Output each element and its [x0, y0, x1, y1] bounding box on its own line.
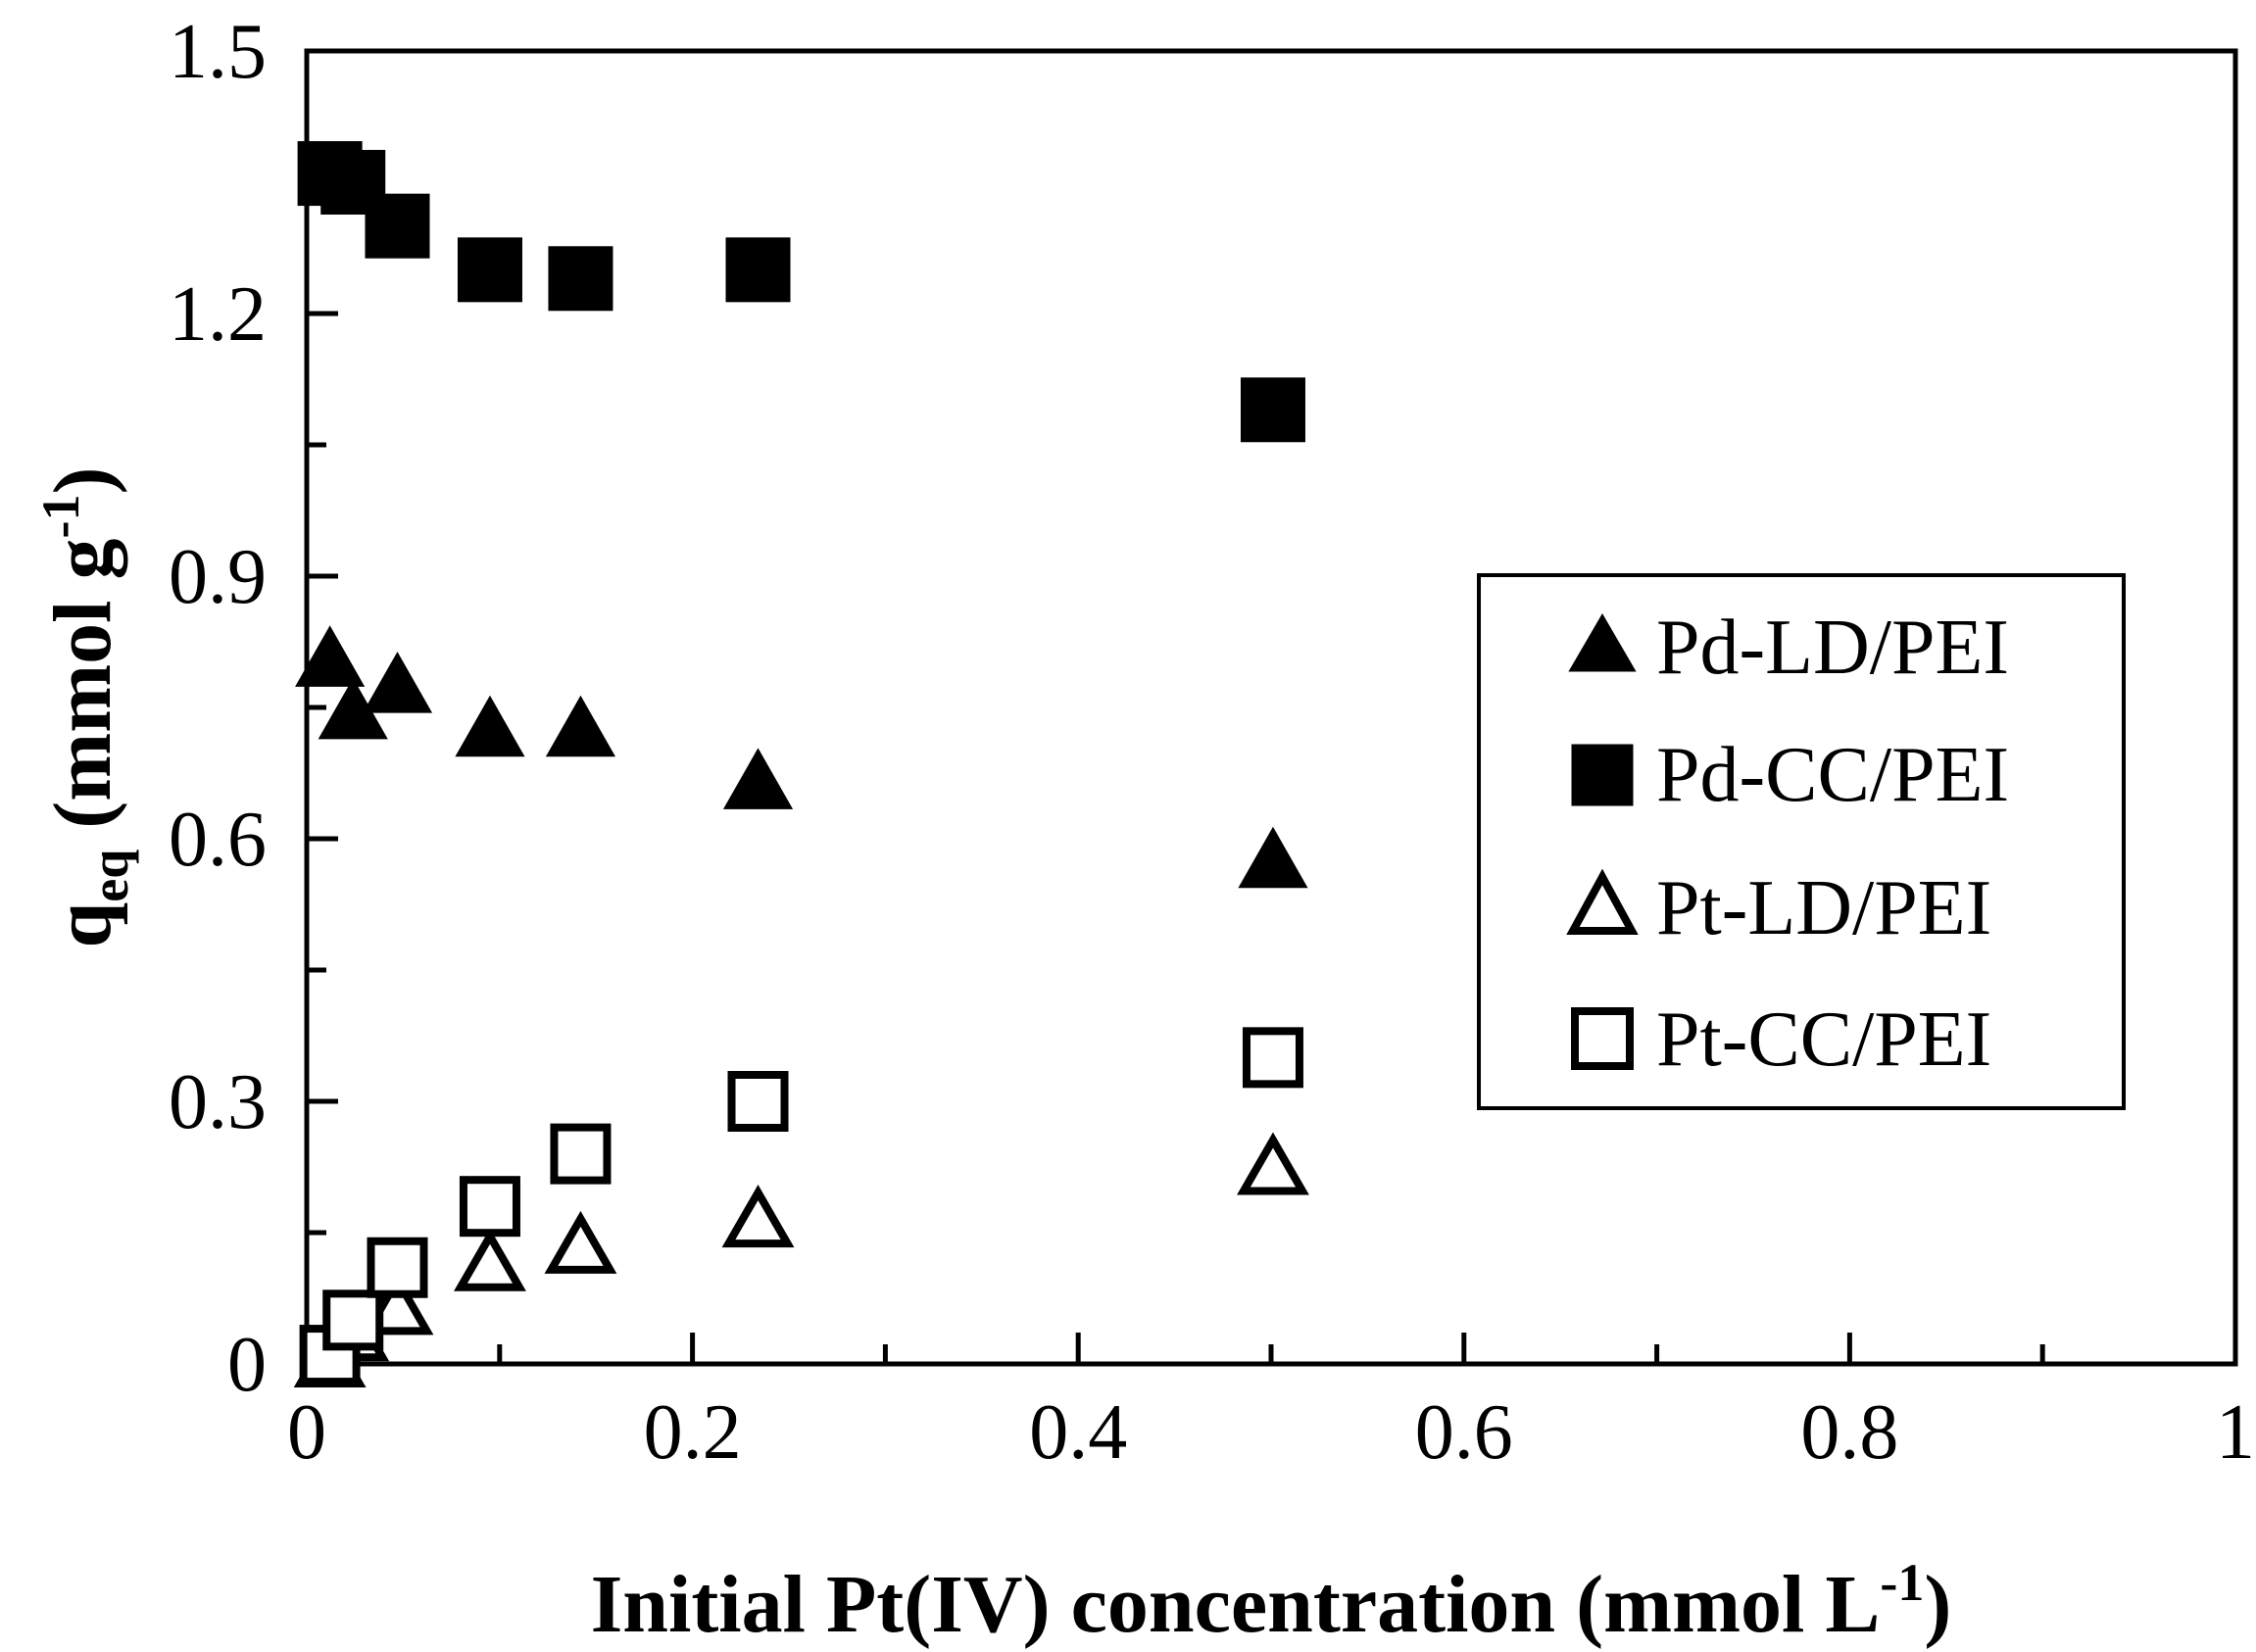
x-axis-title-main: Initial Pt(IV) concentration (mmol L: [591, 1559, 1881, 1650]
y-tick-label: 0.3: [169, 1059, 267, 1145]
y-axis-title-sub: eq: [80, 850, 139, 902]
data-marks: [293, 141, 1309, 1387]
legend-marker-pt-cc: [1571, 1007, 1634, 1070]
x-axis-title-sup: -1: [1880, 1553, 1924, 1612]
point-pt-ld-pei: [1237, 1132, 1309, 1195]
point-pd-ld-pei: [362, 652, 433, 713]
point-pt-cc-pei: [322, 1289, 384, 1351]
point-pd-ld-pei: [1238, 826, 1308, 889]
y-tick-label: 0.9: [169, 534, 267, 620]
point-pt-cc-pei: [1242, 1027, 1303, 1089]
x-tick-label: 0.4: [1029, 1389, 1127, 1476]
x-tick-label: 0: [287, 1389, 326, 1476]
point-pd-ld-pei: [545, 695, 616, 757]
point-pt-cc-pei: [550, 1123, 612, 1185]
legend: Pd-LD/PEI Pd-CC/PEI Pt-LD/PEI Pt-CC/PEI: [1477, 573, 2126, 1110]
x-tick-label: 0.6: [1415, 1389, 1513, 1476]
point-pt-ld-pei: [721, 1185, 795, 1248]
point-pd-cc-pei: [365, 193, 430, 259]
x-tick-label: 0.8: [1800, 1389, 1898, 1476]
y-tick-label: 0.6: [169, 797, 267, 883]
point-pt-cc-pei: [367, 1237, 428, 1298]
point-pt-ld-pei: [544, 1210, 617, 1274]
point-pd-ld-pei: [455, 695, 525, 757]
y-tick-label: 1.5: [169, 9, 267, 95]
x-tick-label: 1: [2216, 1389, 2255, 1476]
point-pd-ld-pei: [722, 748, 794, 809]
y-axis-title-q: q: [37, 902, 128, 948]
x-axis-title-close: ): [1924, 1559, 1951, 1650]
legend-marker-pd-cc: [1571, 744, 1634, 806]
x-axis-ticks: 0 0.2 0.4 0.6 0.8 1: [287, 1333, 2255, 1476]
point-pd-cc-pei: [725, 237, 791, 303]
legend-marker-pt-ld: [1566, 868, 1639, 935]
point-pt-cc-pei: [459, 1176, 520, 1238]
legend-label-pd-ld: Pd-LD/PEI: [1656, 605, 2009, 691]
y-axis-ticks: 0 0.3 0.6 0.9 1.2 1.5: [169, 9, 338, 1408]
legend-label-pt-ld: Pt-LD/PEI: [1656, 865, 1991, 951]
x-axis-title: Initial Pt(IV) concentration (mmol L-1): [591, 1553, 1952, 1650]
y-tick-label: 0: [227, 1322, 267, 1408]
point-pd-ld-pei: [295, 625, 366, 687]
legend-label-pd-cc: Pd-CC/PEI: [1656, 732, 2009, 818]
point-pd-cc-pei: [457, 237, 522, 303]
legend-label-pt-cc: Pt-CC/PEI: [1656, 996, 1991, 1083]
x-tick-label: 0.2: [644, 1389, 742, 1476]
y-axis-title-close: ): [37, 467, 128, 495]
y-axis-title-sup: -1: [31, 495, 90, 539]
point-pd-cc-pei: [548, 246, 613, 312]
point-pt-ld-pei: [454, 1228, 526, 1291]
point-pt-cc-pei: [727, 1071, 789, 1132]
legend-marker-pd-ld: [1568, 613, 1637, 672]
y-tick-label: 1.2: [169, 271, 267, 358]
y-axis-title-unit: (mmol g: [37, 538, 128, 849]
point-pd-cc-pei: [1240, 377, 1305, 443]
y-axis-title: qeq (mmol g-1): [31, 467, 139, 948]
